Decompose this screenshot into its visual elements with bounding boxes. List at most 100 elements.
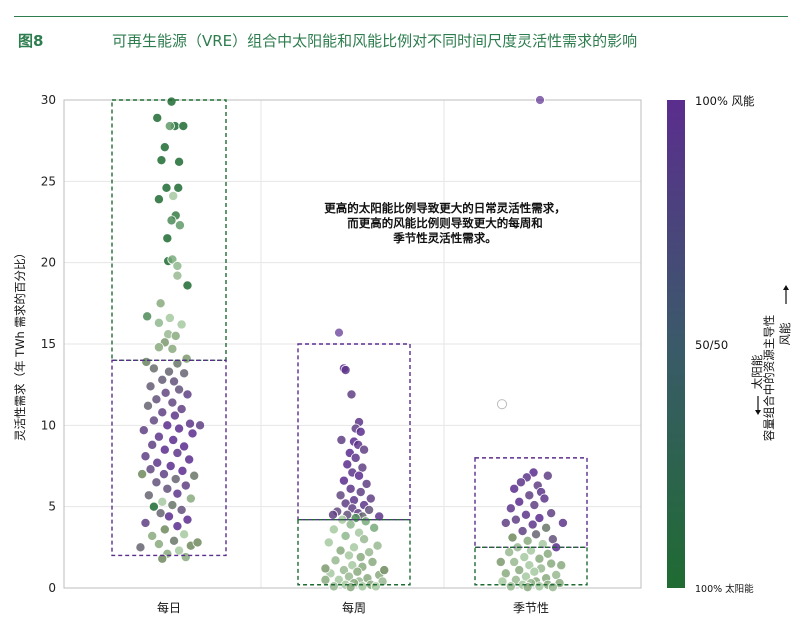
data-point <box>348 495 359 506</box>
data-point <box>152 112 163 123</box>
data-point <box>359 444 370 455</box>
data-point <box>359 534 370 545</box>
data-point <box>142 311 153 322</box>
data-point <box>153 539 164 550</box>
range-box-wind-dominant <box>474 457 588 549</box>
colorbar-mid-label: 50/50 <box>695 338 728 352</box>
data-point <box>348 542 359 553</box>
data-point <box>159 142 170 153</box>
data-point <box>155 298 166 309</box>
data-point <box>172 270 183 281</box>
data-point <box>534 513 545 524</box>
y-axis-ticks: 0 5 10 15 20 25 30 <box>41 93 56 595</box>
y-tick-label: 5 <box>48 500 56 514</box>
data-point <box>345 582 356 593</box>
data-point <box>534 581 545 592</box>
data-point <box>355 552 366 563</box>
data-point <box>162 420 173 431</box>
data-point <box>182 389 193 400</box>
colorbar-arrow-solar <box>755 396 761 415</box>
data-point <box>166 215 177 226</box>
colorbar-arrow-wind-label: 风能 <box>778 322 792 345</box>
data-point <box>526 545 537 556</box>
data-point <box>168 434 179 445</box>
data-point <box>178 121 189 132</box>
data-point <box>159 444 170 455</box>
data-point <box>515 477 526 488</box>
data-point <box>504 547 515 558</box>
data-point <box>347 560 358 571</box>
data-point <box>162 233 173 244</box>
data-point <box>323 537 334 548</box>
x-category-label: 每日 <box>157 600 181 615</box>
data-point <box>520 509 531 520</box>
data-point <box>167 343 178 354</box>
data-point <box>147 439 158 450</box>
data-point <box>369 522 380 533</box>
data-point <box>170 330 181 341</box>
data-point <box>157 407 168 418</box>
data-point <box>166 96 177 107</box>
annotation-line-2: 而更高的风能比例则导致更大的每周和 <box>347 216 543 230</box>
data-point <box>173 182 184 193</box>
figure-title: 可再生能源（VRE）组合中太阳能和风能比例对不同时间尺度灵活性需求的影响 <box>112 32 638 50</box>
data-point <box>335 545 346 556</box>
data-point <box>182 514 193 525</box>
data-point <box>164 121 175 132</box>
data-point <box>328 524 339 535</box>
data-point <box>355 426 366 437</box>
annotation: 更高的太阳能比例导致更大的日常灵活性需求， 而更高的风能比例则导致更大的每周和 … <box>324 201 566 245</box>
data-point <box>539 493 550 504</box>
data-point <box>505 581 516 592</box>
data-point <box>180 480 191 491</box>
data-point <box>346 389 357 400</box>
data-point <box>542 470 553 481</box>
data-point <box>338 565 349 576</box>
colorbar-top-label: 100% 风能 <box>695 94 755 108</box>
data-point <box>143 490 154 501</box>
annotation-line-1: 更高的太阳能比例导致更大的日常灵活性需求， <box>324 201 566 215</box>
colorbar-title: 容量组合中的资源主导性 <box>762 315 776 442</box>
data-point <box>514 565 525 576</box>
x-category-label: 每周 <box>342 600 366 615</box>
data-point <box>159 524 170 535</box>
data-point <box>169 410 180 421</box>
data-point <box>524 490 535 501</box>
data-point <box>354 527 365 538</box>
data-point <box>497 576 508 587</box>
data-point <box>138 425 149 436</box>
data-point <box>153 342 164 353</box>
data-point <box>495 556 506 567</box>
data-point <box>176 319 187 330</box>
data-point <box>529 500 540 511</box>
outlier-point <box>534 94 546 106</box>
data-point <box>148 415 159 426</box>
data-point <box>527 519 538 530</box>
data-point <box>179 441 190 452</box>
data-point <box>161 182 172 193</box>
data-point <box>184 454 195 465</box>
data-point <box>345 483 356 494</box>
data-point <box>176 504 187 515</box>
data-point <box>328 581 339 592</box>
data-point <box>355 487 366 498</box>
data-point <box>330 555 341 566</box>
data-point <box>152 457 163 468</box>
data-point <box>509 483 520 494</box>
title-rule <box>14 16 788 17</box>
data-point <box>343 550 354 561</box>
data-point <box>184 418 195 429</box>
outlier-point <box>333 327 345 338</box>
data-point <box>157 553 168 564</box>
data-point <box>174 384 185 395</box>
data-point <box>174 220 185 231</box>
figure-label: 图8 <box>18 32 44 50</box>
data-point <box>156 155 167 166</box>
data-point <box>181 353 192 364</box>
data-point <box>187 428 198 439</box>
data-point <box>340 365 351 376</box>
data-point <box>370 581 381 592</box>
data-point <box>522 582 533 593</box>
colorbar-arrow-wind <box>783 285 789 304</box>
data-point <box>541 522 552 533</box>
